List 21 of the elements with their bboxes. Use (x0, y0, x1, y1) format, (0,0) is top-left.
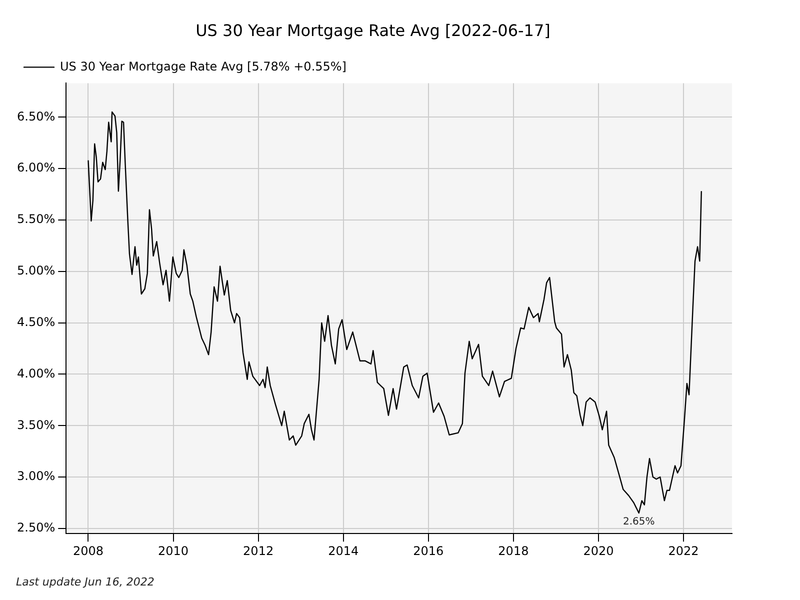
chart-title: US 30 Year Mortgage Rate Avg [2022-06-17] (196, 20, 550, 40)
x-tick-label: 2020 (583, 544, 614, 558)
y-tick-label: 6.00% (16, 160, 56, 175)
x-tick-label: 2014 (328, 544, 359, 558)
y-tick-label: 5.00% (16, 264, 56, 278)
x-tick-label: 2016 (413, 544, 444, 558)
x-tick-label: 2018 (498, 544, 529, 558)
x-tick-label: 2010 (158, 544, 189, 558)
y-tick-label: 6.50% (16, 109, 56, 124)
legend-label: US 30 Year Mortgage Rate Avg [5.78% +0.55%] (60, 59, 346, 74)
x-tick-label: 2022 (668, 544, 699, 558)
y-tick-label: 4.50% (16, 314, 56, 329)
y-tick-label: 3.50% (16, 418, 56, 432)
x-tick-label: 2012 (243, 544, 274, 558)
y-tick-label: 5.50% (16, 212, 56, 226)
y-tick-label: 3.00% (16, 469, 56, 484)
text: Last update Jun 16, 2022 (16, 575, 154, 588)
x-tick-label: 2008 (72, 544, 104, 558)
y-tick-label: 2.50% (16, 520, 56, 535)
annotation: 2.65% (622, 516, 655, 528)
y-tick-label: 4.00% (16, 366, 56, 380)
